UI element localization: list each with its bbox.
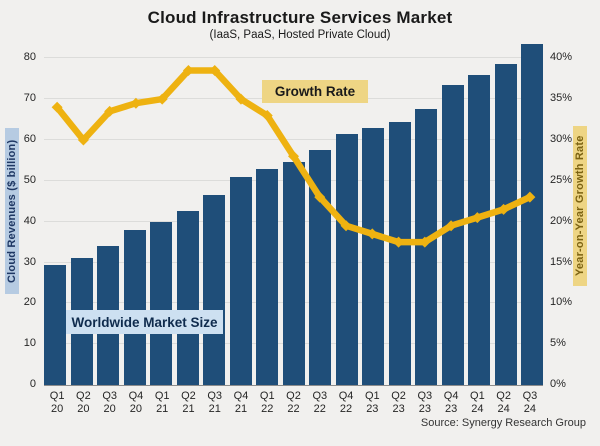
line-marker (288, 150, 299, 162)
y-gridline (44, 138, 543, 140)
x-axis-label: Q3 21 (207, 390, 223, 415)
growth-line-layer (51, 65, 536, 248)
bar (494, 64, 517, 385)
x-axis-label: Q1 20 (49, 390, 65, 415)
bar-series (44, 44, 543, 385)
x-axis-label: Q3 20 (102, 390, 117, 415)
right-axis-tick: 0% (550, 378, 566, 390)
x-axis-label: Q4 23 (443, 390, 459, 415)
line-marker (235, 93, 247, 105)
bar (44, 264, 66, 385)
line-marker (366, 228, 378, 240)
left-axis-title: Cloud Revenues ($ billion) (5, 128, 19, 294)
bar (282, 162, 305, 385)
bar (415, 109, 437, 385)
bar (521, 44, 543, 385)
line-marker (314, 191, 326, 203)
right-axis-tick: 20% (550, 214, 573, 227)
bar (150, 221, 172, 385)
line-marker (498, 203, 510, 215)
y-gridline (44, 57, 543, 59)
right-axis-tick: 5% (550, 337, 566, 350)
bar (203, 195, 225, 385)
line-marker (340, 220, 352, 232)
line-marker (182, 65, 194, 77)
right-axis-tick: 35% (550, 92, 573, 105)
x-axis-label: Q2 24 (496, 390, 511, 415)
line-marker (209, 65, 221, 77)
line-marker (524, 191, 536, 203)
right-axis-ticks: 0% 5% 10% 15% 20% 25% 30% 35% 40% (548, 44, 594, 390)
right-axis-tick: 30% (550, 132, 573, 145)
line-marker (104, 105, 116, 117)
line-marker (471, 212, 483, 224)
line-marker (445, 220, 457, 232)
bar (309, 150, 331, 385)
left-axis-tick: 80 (23, 51, 36, 64)
left-axis-tick: 30 (23, 255, 36, 268)
bar (388, 121, 411, 385)
right-axis-tick: 15% (550, 255, 573, 268)
line-marker (156, 93, 168, 105)
x-axis-label: Q3 23 (417, 390, 433, 415)
x-axis-label: Q2 20 (76, 390, 91, 415)
bar (468, 74, 490, 385)
bar (335, 133, 358, 385)
x-axis-label: Q4 22 (338, 390, 354, 415)
growth-rate-annotation: Growth Rate (262, 80, 368, 103)
left-axis-tick: 70 (23, 92, 36, 105)
left-axis-tick: 50 (23, 173, 36, 186)
line-marker (261, 109, 273, 121)
right-axis-title: Year-on-Year Growth Rate (573, 126, 587, 286)
left-axis-tick: 10 (23, 337, 36, 350)
left-axis-ticks: 0 10 20 30 40 50 60 70 80 (0, 44, 38, 390)
line-marker (393, 236, 405, 248)
left-axis-tick: 20 (23, 296, 36, 309)
line-marker (419, 236, 431, 248)
x-axis-label: Q4 20 (128, 390, 144, 415)
line-marker (130, 97, 142, 109)
x-axis-label: Q1 23 (364, 390, 380, 415)
x-axis-label: Q1 24 (470, 390, 485, 415)
bar (123, 229, 146, 385)
x-axis-labels: Q1 20 Q2 20 Q3 20 Q4 20 Q1 21 Q2 21 Q3 21 Q4 21 Q1 22 Q2 22… (44, 390, 543, 415)
bar (362, 127, 384, 385)
right-axis-tick: 25% (550, 173, 573, 186)
bar (256, 168, 278, 385)
left-axis-tick: 40 (23, 214, 36, 227)
x-axis-label: Q1 21 (154, 390, 170, 415)
bar (229, 176, 252, 385)
right-axis-tick: 40% (550, 51, 573, 64)
right-axis-tick: 10% (550, 296, 573, 309)
source-credit: Source: Synergy Research Group (420, 417, 586, 429)
left-axis-tick: 0 (29, 378, 36, 390)
market-size-annotation: Worldwide Market Size (66, 310, 223, 334)
bar (441, 84, 464, 385)
bar (176, 211, 199, 385)
line-marker (51, 101, 63, 113)
x-axis-label: Q4 21 (233, 390, 249, 415)
chart-title: Cloud Infrastructure Services Market (147, 8, 453, 27)
left-axis-tick: 60 (23, 132, 36, 145)
x-axis-label: Q3 24 (522, 390, 538, 415)
x-axis-label: Q1 22 (259, 390, 275, 415)
x-axis-label: Q2 22 (286, 390, 301, 415)
x-axis-label: Q3 22 (312, 390, 328, 415)
x-axis-label: Q2 21 (181, 390, 196, 415)
line-marker (77, 134, 89, 146)
x-axis-label: Q2 23 (391, 390, 406, 415)
chart-subtitle: (IaaS, PaaS, Hosted Private Cloud) (209, 29, 391, 41)
